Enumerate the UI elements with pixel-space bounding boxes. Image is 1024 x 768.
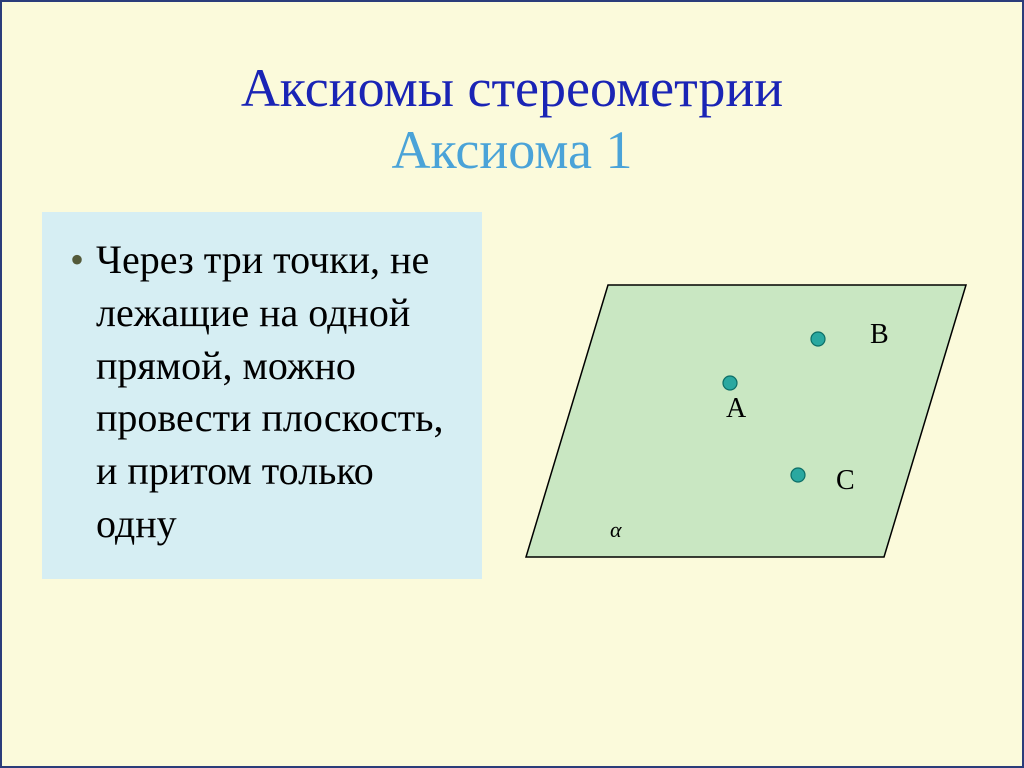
point-a (723, 376, 737, 390)
title-block: Аксиомы стереометрии Аксиома 1 (2, 2, 1022, 181)
axiom-text: Через три точки, не лежащие на одной пря… (62, 234, 462, 551)
point-b-label: В (870, 319, 889, 350)
alpha-label: α (610, 517, 622, 542)
title-line-1: Аксиомы стереометрии (2, 57, 1022, 119)
axiom-text-box: Через три точки, не лежащие на одной пря… (42, 212, 482, 579)
point-a-label: А (726, 393, 747, 424)
point-b (811, 332, 825, 346)
point-c (791, 468, 805, 482)
point-c-label: С (836, 465, 855, 496)
title-line-2: Аксиома 1 (2, 119, 1022, 181)
plane-figure: α А В С (502, 237, 982, 617)
slide: Аксиомы стереометрии Аксиома 1 Через три… (0, 0, 1024, 768)
